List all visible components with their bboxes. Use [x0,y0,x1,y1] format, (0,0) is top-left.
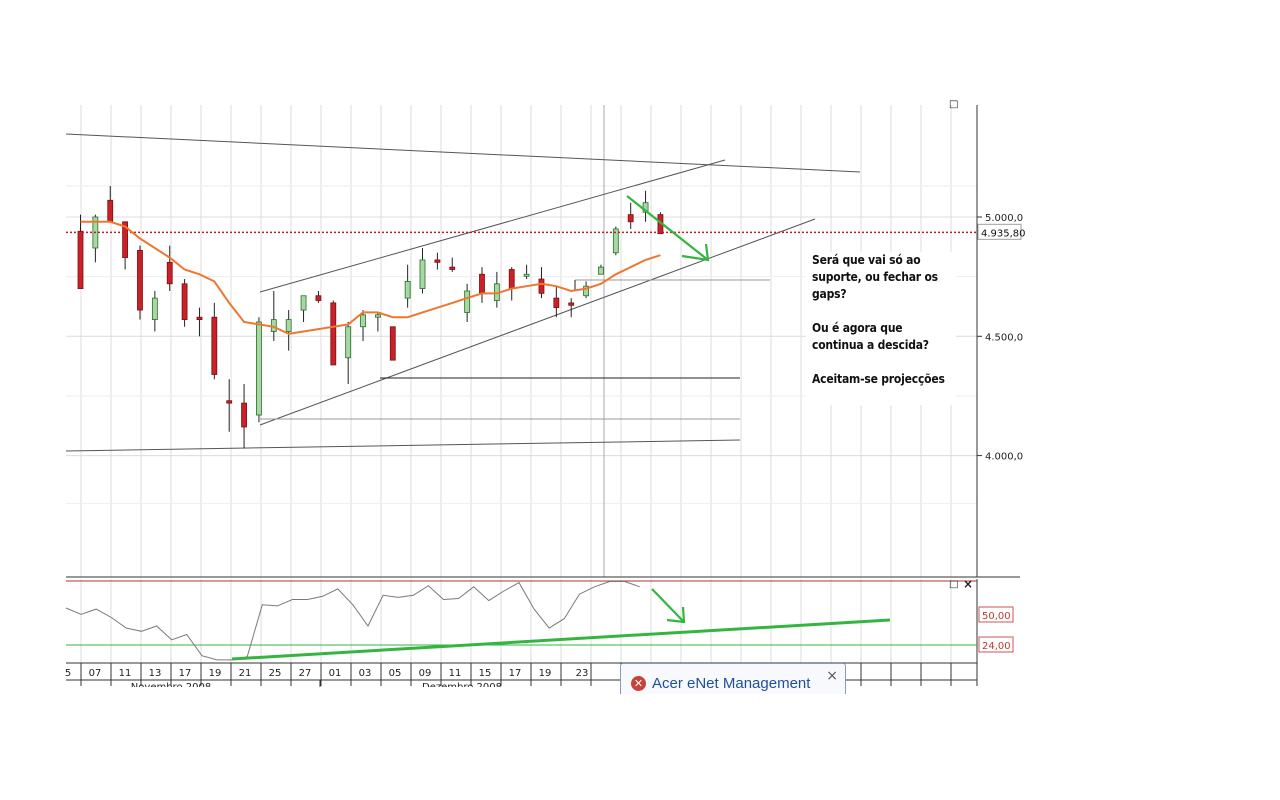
note-question-support: Será que vai só ao suporte, ou fechar os… [812,253,938,301]
osc-level-tag [978,606,1014,623]
trend-line [65,439,741,452]
date-tick-label: 13 [149,668,162,679]
page-background [0,687,1280,800]
candle-body [77,230,84,289]
candle-body [449,266,456,270]
candle-body [256,321,262,416]
oscillator-line [65,581,640,661]
current-price-label: 4.935,80 [981,228,1026,239]
candle-body [374,314,381,318]
date-tick-label: 11 [119,668,132,679]
error-icon: ✕ [631,676,646,691]
trend-line [259,159,726,293]
date-tick-label: 09 [419,668,432,679]
note-question-descent: Ou é agora que continua a descida? [812,321,929,352]
price-tick-label: 5.000,0 [985,213,1023,224]
candle-body [583,285,589,297]
candle-body [226,400,233,404]
candle-body [553,297,560,309]
current-price-tag [977,223,1022,240]
candle-body [404,281,411,299]
price-axis: 5.000,0 4.500,0 4.000,0 4.935,80 [66,105,1026,686]
date-axis: 50711131719212527010305091115171923Novem… [0,662,1280,800]
candle-body [151,297,158,320]
date-tick-label: 21 [239,668,252,679]
candles [77,185,664,449]
date-tick-label: 15 [479,668,492,679]
osc-green-arrow-head [666,606,686,624]
candle-body [211,316,218,375]
popup-title[interactable]: Acer eNet Management [652,675,811,692]
popup-close-button[interactable]: × [826,668,838,684]
date-tick-label: 07 [89,668,102,679]
date-tick-label: 03 [359,668,372,679]
close-oscillator-icon[interactable]: × [963,577,974,591]
candle-body [285,319,292,332]
candle-body [300,295,307,311]
indicator-overlay [66,195,977,335]
moving-average-line [80,220,661,335]
candle-body [107,199,114,223]
candle-body [330,302,337,366]
analysis-note: Será que vai só ao suporte, ou fechar os… [806,252,956,405]
osc-trend-line [231,618,891,661]
candle-body [598,266,604,275]
candle-body [434,259,441,263]
date-tick-label: 11 [449,668,462,679]
candle-body [538,278,545,294]
candle-body [315,295,322,301]
maximize-oscillator-icon[interactable]: □ [949,579,959,590]
date-tick-label: 27 [299,668,312,679]
date-tick-label: 05 [389,668,402,679]
date-tick-label: 5 [65,668,71,679]
note-projections: Aceitam-se projecções [812,372,945,386]
maximize-panel-icon[interactable]: □ [949,99,959,110]
candle-body [612,228,619,254]
candle-body [166,261,173,285]
green-arrow-head [681,243,710,262]
candle-body [137,250,143,311]
candle-body [508,269,515,289]
candle-body [479,273,485,294]
trend-line [259,218,816,426]
date-tick-label: 01 [329,668,342,679]
candle-body [523,273,530,277]
candle-body [419,259,426,289]
price-tick-label: 4.500,0 [985,332,1023,343]
candle-body [345,326,352,359]
candle-body [627,214,634,223]
oscillator-panel: 50,00 24,00 [65,580,1014,661]
date-tick-label: 17 [179,668,192,679]
candle-body [241,402,247,428]
trend-lines [65,133,861,452]
trend-line [65,133,861,173]
candle-body [122,221,129,258]
candle-body [389,326,396,361]
acer-enet-popup[interactable]: ✕ Acer eNet Management × [620,663,846,694]
green-arrow [626,195,709,261]
candle-body [568,302,575,306]
osc-level-label: 50,00 [982,611,1011,622]
price-tick-label: 4.000,0 [985,452,1023,463]
date-tick-label: 19 [209,668,222,679]
osc-level-label: 24,00 [982,641,1011,652]
osc-level-tag [978,636,1014,653]
osc-green-arrow [651,588,685,623]
candle-body [181,283,188,320]
date-tick-label: 23 [576,668,589,679]
candle-body [196,316,203,320]
date-tick-label: 25 [269,668,282,679]
candle-body [360,314,366,328]
candle-body [464,290,471,313]
date-tick-label: 19 [539,668,552,679]
date-tick-label: 17 [509,668,522,679]
